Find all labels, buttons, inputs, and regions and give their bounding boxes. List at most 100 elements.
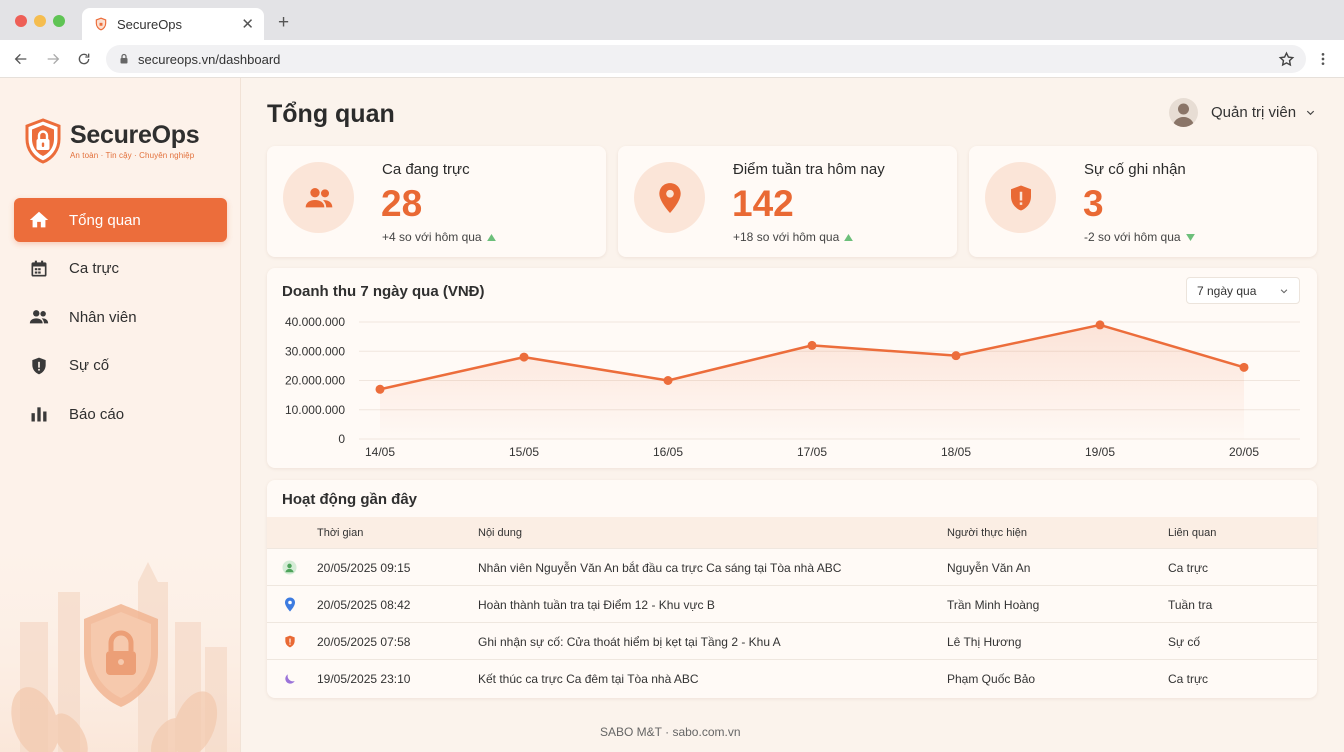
row-time: 20/05/2025 07:58 <box>317 635 411 649</box>
tab-close-icon[interactable]: ✕ <box>241 16 254 33</box>
close-window-button[interactable] <box>15 15 27 27</box>
sidebar-item-bao-cao[interactable]: Báo cáo <box>14 392 227 436</box>
trend-down-icon <box>1185 233 1195 241</box>
table-row[interactable]: 20/05/2025 07:58 Ghi nhận sự cố: Cửa tho… <box>267 622 1317 659</box>
bookmark-star-icon[interactable] <box>1276 49 1296 69</box>
calendar-icon <box>28 258 50 280</box>
footer: SABO M&T · sabo.com.vn <box>0 725 1344 739</box>
trend-up-icon <box>844 233 854 241</box>
lock-icon <box>118 53 130 65</box>
chevron-down-icon <box>1305 107 1316 118</box>
column-header-time[interactable]: Thời gian <box>317 527 364 539</box>
y-tick-label: 30.000.000 <box>285 344 345 358</box>
tab-title: SecureOps <box>117 16 183 32</box>
row-performer: Trần Minh Hoàng <box>947 598 1040 612</box>
sidebar-item-label: Báo cáo <box>69 405 125 423</box>
sidebar-illustration <box>0 512 240 752</box>
column-header-related[interactable]: Liên quan <box>1168 527 1217 539</box>
x-tick-label: 14/05 <box>365 445 395 459</box>
chevron-down-icon <box>1279 286 1289 296</box>
minimize-window-button[interactable] <box>34 15 46 27</box>
browser-menu-icon[interactable] <box>1313 49 1333 69</box>
sidebar-item-ca-truc[interactable]: Ca trực <box>14 247 227 291</box>
stat-delta: +18 so với hôm qua <box>733 230 854 244</box>
stat-value: 28 <box>381 183 423 224</box>
browser-tab[interactable]: SecureOps ✕ <box>82 8 264 40</box>
address-bar: secureops.vn/dashboard <box>0 40 1344 78</box>
sidebar-item-label: Nhân viên <box>69 308 137 326</box>
stat-card-diem-tuan-tra[interactable]: Điểm tuần tra hôm nay 142 +18 so với hôm… <box>618 146 957 257</box>
stat-delta-text: +18 so với hôm qua <box>733 230 840 244</box>
moon-icon <box>282 671 297 686</box>
forward-arrow-icon[interactable] <box>43 49 63 69</box>
row-content: Kết thúc ca trực Ca đêm tại Tòa nhà ABC <box>478 672 699 686</box>
trend-up-icon <box>486 233 496 241</box>
column-header-performer[interactable]: Người thực hiện <box>947 527 1028 539</box>
table-row[interactable]: 20/05/2025 09:15 Nhân viên Nguyễn Văn An… <box>267 548 1317 585</box>
x-tick-label: 15/05 <box>509 445 539 459</box>
stat-card-ca-dang-truc[interactable]: Ca đang trực 28 +4 so với hôm qua <box>267 146 606 257</box>
brand-logo[interactable]: SecureOps An toàn · Tin cậy · Chuyên ngh… <box>24 118 200 164</box>
reload-icon[interactable] <box>74 49 94 69</box>
avatar <box>1169 98 1198 127</box>
page-title: Tổng quan <box>267 100 395 128</box>
sidebar-item-label: Sự cố <box>69 357 110 374</box>
y-tick-label: 10.000.000 <box>285 403 345 417</box>
recent-activity-card: Hoạt động gần đây Thời gian Nội dung Ngư… <box>267 480 1317 698</box>
sidebar-item-label: Tổng quan <box>69 211 141 229</box>
user-menu[interactable]: Quản trị viên <box>1169 98 1316 127</box>
y-tick-label: 40.000.000 <box>285 315 345 329</box>
url-text: secureops.vn/dashboard <box>138 51 281 67</box>
chart-title: Doanh thu 7 ngày qua (VNĐ) <box>282 283 485 300</box>
stat-delta-text: +4 so với hôm qua <box>382 230 482 244</box>
x-tick-label: 19/05 <box>1085 445 1115 459</box>
stat-label: Ca đang trực <box>382 161 470 178</box>
bar-chart-icon <box>28 403 50 425</box>
shield-alert-icon <box>28 355 50 377</box>
date-range-value: 7 ngày qua <box>1197 283 1257 298</box>
sidebar-item-nhan-vien[interactable]: Nhân viên <box>14 295 227 339</box>
revenue-line-chart: 0 10.000.000 20.000.000 30.000.000 40.000.00… <box>285 315 1300 459</box>
sidebar-menu: Tổng quan Ca trực Nhân viên Sự cố Báo cá… <box>14 198 227 441</box>
row-content: Ghi nhận sự cố: Cửa thoát hiểm bị kẹt tạ… <box>478 635 781 649</box>
stat-delta: +4 so với hôm qua <box>382 230 496 244</box>
new-tab-icon[interactable]: + <box>278 12 290 33</box>
stat-value: 142 <box>732 183 794 224</box>
user-name: Quản trị viên <box>1211 104 1297 121</box>
row-related: Ca trực <box>1168 672 1209 686</box>
column-header-content[interactable]: Nội dung <box>478 527 523 539</box>
x-tick-label: 16/05 <box>653 445 683 459</box>
data-point-15/05 <box>519 352 529 362</box>
location-pin-icon <box>634 162 705 233</box>
user-icon <box>282 560 297 575</box>
date-range-select[interactable]: 7 ngày qua <box>1186 277 1300 304</box>
table-row[interactable]: 20/05/2025 08:42 Hoàn thành tuần tra tại… <box>267 585 1317 622</box>
url-field[interactable]: secureops.vn/dashboard <box>106 45 1306 73</box>
y-tick-label: 20.000.000 <box>285 374 345 388</box>
stat-delta: -2 so với hôm qua <box>1084 230 1195 244</box>
sidebar-item-tong-quan[interactable]: Tổng quan <box>14 198 227 242</box>
table-header: Thời gian Nội dung Người thực hiện Liên … <box>267 517 1317 548</box>
sidebar-item-su-co[interactable]: Sự cố <box>14 344 227 388</box>
x-tick-label: 18/05 <box>941 445 971 459</box>
data-point-17/05 <box>807 340 817 350</box>
sidebar: SecureOps An toàn · Tin cậy · Chuyên ngh… <box>0 78 241 752</box>
stat-delta-text: -2 so với hôm qua <box>1084 230 1181 244</box>
shield-alert-icon <box>985 162 1056 233</box>
row-performer: Phạm Quốc Bảo <box>947 672 1036 686</box>
row-related: Ca trực <box>1168 561 1209 575</box>
stat-card-su-co-ghi-nhan[interactable]: Sự cố ghi nhận 3 -2 so với hôm qua <box>969 146 1317 257</box>
brand-name: SecureOps <box>70 121 200 149</box>
data-point-20/05 <box>1239 362 1249 372</box>
people-icon <box>28 306 50 328</box>
table-row[interactable]: 19/05/2025 23:10 Kết thúc ca trực Ca đêm… <box>267 659 1317 696</box>
back-arrow-icon[interactable] <box>11 49 31 69</box>
logo-shield-icon <box>25 118 61 164</box>
footer-text: SABO M&T · sabo.com.vn <box>600 725 741 739</box>
maximize-window-button[interactable] <box>53 15 65 27</box>
sidebar-item-label: Ca trực <box>69 260 120 277</box>
row-content: Nhân viên Nguyễn Văn An bắt đầu ca trực … <box>478 561 842 575</box>
row-related: Tuần tra <box>1168 598 1213 612</box>
row-performer: Lê Thị Hương <box>947 635 1022 649</box>
revenue-chart-card: 0 10.000.000 20.000.000 30.000.000 40.000.00… <box>267 268 1317 468</box>
